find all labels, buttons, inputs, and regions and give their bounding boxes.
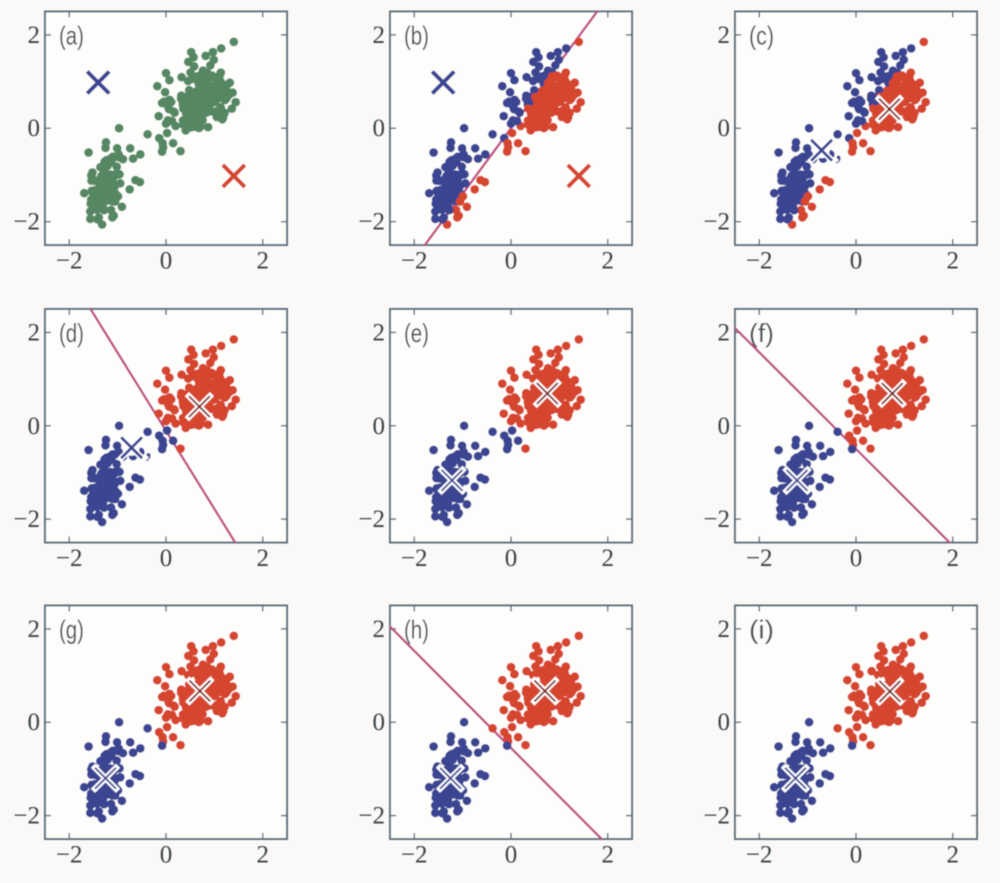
svg-text:0: 0 (28, 115, 41, 142)
svg-text:0: 0 (850, 842, 863, 869)
svg-text:0: 0 (373, 413, 386, 440)
svg-text:2: 2 (947, 248, 960, 275)
svg-text:2: 2 (28, 22, 41, 49)
svg-text:0: 0 (28, 413, 41, 440)
svg-text:0: 0 (373, 709, 386, 736)
svg-text:0: 0 (160, 545, 173, 572)
svg-text:0: 0 (850, 545, 863, 572)
svg-text:(a): (a) (59, 21, 84, 51)
svg-text:−2: −2 (56, 842, 83, 869)
svg-text:−2: −2 (746, 545, 773, 572)
svg-text:0: 0 (160, 248, 173, 275)
svg-text:(f): (f) (749, 318, 774, 348)
svg-text:−2: −2 (746, 842, 773, 869)
svg-text:−2: −2 (13, 803, 40, 830)
svg-text:0: 0 (718, 115, 731, 142)
svg-text:2: 2 (257, 842, 270, 869)
svg-text:(e): (e) (404, 318, 429, 348)
svg-text:−2: −2 (358, 803, 385, 830)
svg-text:0: 0 (718, 413, 731, 440)
svg-text:0: 0 (718, 709, 731, 736)
svg-text:2: 2 (373, 616, 386, 643)
svg-text:2: 2 (718, 22, 731, 49)
svg-text:,: , (145, 428, 153, 464)
svg-text:−2: −2 (358, 506, 385, 533)
svg-text:−2: −2 (401, 842, 428, 869)
svg-text:−2: −2 (401, 248, 428, 275)
svg-text:2: 2 (257, 545, 270, 572)
svg-text:2: 2 (602, 248, 615, 275)
svg-text:−2: −2 (703, 803, 730, 830)
svg-text:(d): (d) (59, 318, 84, 348)
svg-text:−2: −2 (13, 506, 40, 533)
svg-text:−2: −2 (56, 248, 83, 275)
svg-text:2: 2 (602, 545, 615, 572)
svg-text:−2: −2 (358, 209, 385, 236)
svg-text:2: 2 (373, 22, 386, 49)
svg-text:0: 0 (160, 842, 173, 869)
svg-text:2: 2 (947, 842, 960, 869)
svg-text:2: 2 (718, 616, 731, 643)
svg-text:0: 0 (28, 709, 41, 736)
svg-text:2: 2 (257, 248, 270, 275)
svg-text:(i): (i) (749, 615, 774, 645)
svg-text:(h): (h) (404, 615, 429, 645)
svg-text:2: 2 (718, 319, 731, 346)
svg-text:0: 0 (850, 248, 863, 275)
svg-text:2: 2 (28, 319, 41, 346)
svg-text:0: 0 (505, 248, 518, 275)
svg-text:2: 2 (373, 319, 386, 346)
svg-text:2: 2 (602, 842, 615, 869)
svg-text:−2: −2 (13, 209, 40, 236)
svg-text:0: 0 (505, 842, 518, 869)
svg-text:−2: −2 (401, 545, 428, 572)
svg-text:(g): (g) (59, 615, 84, 645)
svg-text:−2: −2 (56, 545, 83, 572)
svg-text:−2: −2 (746, 248, 773, 275)
svg-text:−2: −2 (703, 209, 730, 236)
svg-text:(b): (b) (404, 21, 429, 51)
svg-text:0: 0 (505, 545, 518, 572)
svg-text:0: 0 (373, 115, 386, 142)
svg-text:2: 2 (947, 545, 960, 572)
svg-text:,: , (835, 130, 843, 166)
svg-text:2: 2 (28, 616, 41, 643)
svg-text:(c): (c) (749, 21, 774, 51)
svg-text:−2: −2 (703, 506, 730, 533)
